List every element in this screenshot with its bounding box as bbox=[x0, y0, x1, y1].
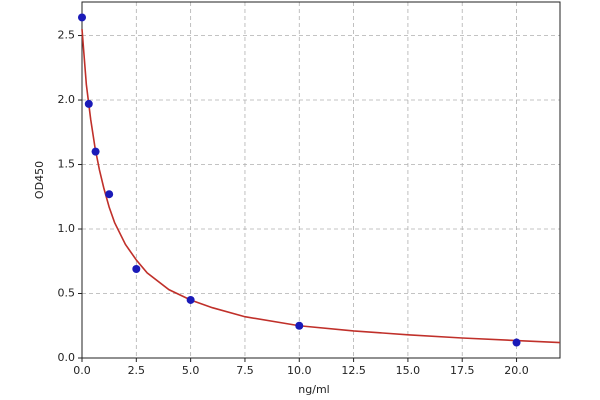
data-point bbox=[132, 265, 141, 273]
y-tick-label: 0.0 bbox=[58, 351, 76, 364]
y-tick-label: 0.5 bbox=[58, 287, 76, 300]
y-tick-label: 1.0 bbox=[58, 222, 76, 235]
x-tick-label: 17.5 bbox=[450, 364, 475, 377]
data-point bbox=[84, 99, 93, 108]
data-point bbox=[512, 338, 521, 347]
plot-frame bbox=[81, 1, 561, 359]
data-point bbox=[91, 147, 100, 156]
x-tick-label: 15.0 bbox=[396, 364, 421, 377]
x-tick-label: 5.0 bbox=[182, 364, 200, 377]
y-axis-label: OD450 bbox=[33, 161, 46, 199]
y-tick-label: 2.0 bbox=[58, 93, 76, 106]
x-axis-label: ng/ml bbox=[298, 383, 329, 396]
x-tick-label: 12.5 bbox=[341, 364, 366, 377]
y-tick-label: 1.5 bbox=[58, 158, 76, 171]
x-tick-label: 2.5 bbox=[128, 364, 146, 377]
data-point bbox=[78, 13, 86, 22]
data-point bbox=[186, 295, 195, 304]
x-tick-label: 10.0 bbox=[287, 364, 312, 377]
data-point bbox=[105, 190, 114, 199]
fit-curve bbox=[81, 29, 561, 344]
x-tick-label: 0.0 bbox=[73, 364, 91, 377]
x-tick-label: 20.0 bbox=[504, 364, 529, 377]
data-point bbox=[295, 321, 304, 330]
y-tick-label: 2.5 bbox=[58, 29, 76, 42]
x-tick-label: 7.5 bbox=[236, 364, 254, 377]
